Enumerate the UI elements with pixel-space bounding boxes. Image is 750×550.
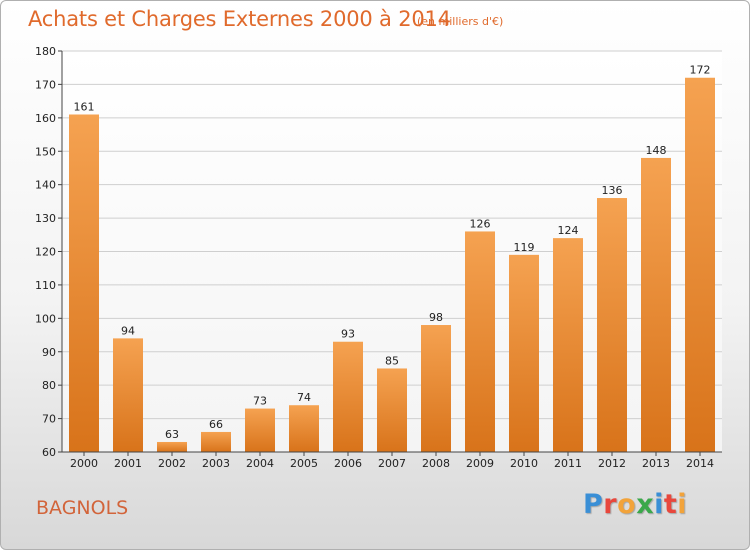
data-label: 148 bbox=[646, 144, 667, 157]
data-label: 85 bbox=[385, 354, 399, 367]
bar bbox=[553, 238, 583, 452]
data-label: 98 bbox=[429, 311, 443, 324]
logo-letter: i bbox=[677, 489, 688, 520]
bar-layer: 161 94 63 66 73 74 93 85 98 126 119 124 136 148 172 bbox=[69, 64, 715, 452]
bar bbox=[509, 254, 539, 452]
bar bbox=[333, 341, 363, 452]
x-tick-label: 2009 bbox=[466, 457, 494, 470]
bar bbox=[289, 405, 319, 452]
y-tick-label: 90 bbox=[42, 346, 56, 359]
x-tick-label: 2005 bbox=[290, 457, 318, 470]
x-tick-label: 2008 bbox=[422, 457, 450, 470]
y-tick-label: 60 bbox=[42, 446, 56, 459]
data-label: 161 bbox=[74, 100, 95, 113]
y-tick-label: 100 bbox=[35, 312, 56, 325]
data-label: 172 bbox=[690, 64, 711, 77]
x-tick-label: 2004 bbox=[246, 457, 274, 470]
chart-title: Achats et Charges Externes 2000 à 2014 bbox=[28, 7, 451, 31]
y-tick-label: 80 bbox=[42, 379, 56, 392]
x-tick-label: 2010 bbox=[510, 457, 538, 470]
commune-name: BAGNOLS bbox=[36, 497, 129, 519]
y-tick-label: 170 bbox=[35, 78, 56, 91]
axis-layer: 60 70 80 90 100 110 120 130 140 150 160 170 180 2000 2… bbox=[35, 45, 722, 470]
bar bbox=[113, 338, 143, 452]
bar bbox=[69, 114, 99, 452]
chart-unit: (en milliers d'€) bbox=[417, 15, 504, 28]
bar bbox=[465, 231, 495, 452]
logo-letter: o bbox=[617, 489, 637, 520]
x-tick-label: 2012 bbox=[598, 457, 626, 470]
data-label: 136 bbox=[602, 184, 623, 197]
logo-letter: P bbox=[583, 489, 604, 520]
logo-letter: x bbox=[636, 489, 655, 520]
data-label: 126 bbox=[470, 217, 491, 230]
x-tick-label: 2001 bbox=[114, 457, 142, 470]
y-tick-label: 110 bbox=[35, 279, 56, 292]
data-label: 94 bbox=[121, 324, 135, 337]
x-tick-label: 2003 bbox=[202, 457, 230, 470]
data-label: 124 bbox=[558, 224, 579, 237]
bar bbox=[201, 431, 231, 452]
x-tick-label: 2000 bbox=[70, 457, 98, 470]
data-label: 119 bbox=[514, 241, 535, 254]
bar bbox=[597, 198, 627, 452]
y-tick-label: 180 bbox=[35, 45, 56, 58]
data-label: 63 bbox=[165, 428, 179, 441]
y-tick-label: 160 bbox=[35, 112, 56, 125]
x-tick-label: 2002 bbox=[158, 457, 186, 470]
data-label: 66 bbox=[209, 418, 223, 431]
bar bbox=[377, 368, 407, 452]
logo-letter: t bbox=[663, 489, 678, 520]
logo-letter: r bbox=[603, 489, 618, 520]
data-label: 74 bbox=[297, 391, 311, 404]
y-tick-label: 120 bbox=[35, 246, 56, 259]
y-tick-label: 70 bbox=[42, 413, 56, 426]
x-tick-label: 2007 bbox=[378, 457, 406, 470]
bar bbox=[421, 325, 451, 452]
x-tick-label: 2014 bbox=[686, 457, 714, 470]
bar bbox=[245, 408, 275, 452]
x-tick-label: 2013 bbox=[642, 457, 670, 470]
y-tick-label: 130 bbox=[35, 212, 56, 225]
proxiti-logo: Proxiti bbox=[583, 489, 687, 520]
logo-letter: i bbox=[654, 489, 664, 520]
bar bbox=[685, 77, 715, 452]
data-label: 93 bbox=[341, 328, 355, 341]
y-tick-label: 150 bbox=[35, 145, 56, 158]
data-label: 73 bbox=[253, 395, 267, 408]
y-tick-label: 140 bbox=[35, 179, 56, 192]
x-tick-label: 2006 bbox=[334, 457, 362, 470]
bar bbox=[641, 157, 671, 452]
x-tick-label: 2011 bbox=[554, 457, 582, 470]
bar bbox=[157, 441, 187, 452]
